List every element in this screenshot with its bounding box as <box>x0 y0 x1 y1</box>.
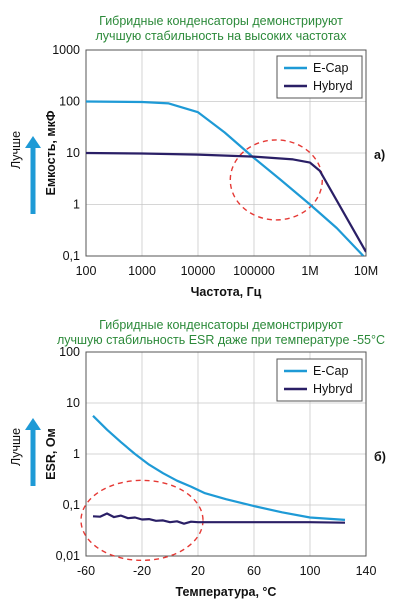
y-axis-label: ESR, Ом <box>44 428 58 480</box>
y-tick-label: 0,1 <box>63 249 80 263</box>
chart-panel-2: Гибридные конденсаторы демонстрируют лучш… <box>9 318 386 599</box>
better-arrowhead-icon <box>25 136 41 148</box>
x-tick-label: 140 <box>356 564 377 578</box>
series-line-hybryd <box>86 151 366 253</box>
x-tick-label: 10M <box>354 264 378 278</box>
better-arrowhead-icon <box>25 418 41 430</box>
y-tick-label: 1 <box>73 198 80 212</box>
panel-label: б) <box>374 450 386 464</box>
y-tick-label: 0,1 <box>63 498 80 512</box>
legend-label: E-Cap <box>313 61 348 75</box>
y-tick-label: 10 <box>66 146 80 160</box>
legend-box <box>276 358 363 402</box>
y-axis-label: Емкость, мкФ <box>44 110 58 195</box>
y-tick-label: 10 <box>66 396 80 410</box>
panel-label: а) <box>374 148 385 162</box>
y-tick-label: 100 <box>59 95 80 109</box>
y-tick-label: 1000 <box>52 43 80 57</box>
x-tick-label: 100 <box>76 264 97 278</box>
x-tick-label: 20 <box>191 564 205 578</box>
y-tick-label: 0,01 <box>56 549 80 563</box>
legend-box <box>276 55 363 99</box>
highlight-ellipse <box>80 479 204 562</box>
x-tick-label: 60 <box>247 564 261 578</box>
x-tick-label: 1M <box>301 264 318 278</box>
legend-label: E-Cap <box>313 364 348 378</box>
chart-title: Гибридные конденсаторы демонстрируют лучш… <box>57 318 385 347</box>
x-tick-label: -60 <box>77 564 95 578</box>
better-label: Лучше <box>9 428 23 466</box>
x-tick-label: -20 <box>133 564 151 578</box>
y-tick-label: 1 <box>73 447 80 461</box>
y-tick-label: 100 <box>59 345 80 359</box>
series-line-e-cap <box>92 415 346 521</box>
x-axis-label: Температура, °C <box>176 585 277 599</box>
series-line-hybryd <box>92 512 346 525</box>
legend: E-Cap Hybryd <box>276 358 363 402</box>
highlight-ellipse <box>229 139 323 221</box>
x-tick-label: 100 <box>300 564 321 578</box>
x-tick-label: 1000 <box>128 264 156 278</box>
series-line-e-cap <box>86 100 365 256</box>
legend: E-Cap Hybryd <box>276 55 363 99</box>
x-tick-label: 100000 <box>233 264 275 278</box>
x-tick-label: 10000 <box>181 264 216 278</box>
plot-frame <box>85 351 367 557</box>
better-label: Лучше <box>9 131 23 169</box>
chart-title: Гибридные конденсаторы демонстрируют лучш… <box>96 14 348 43</box>
legend-label: Hybryd <box>313 382 353 396</box>
chart-panel-1: Гибридные конденсаторы демонстрируют лучш… <box>9 14 385 299</box>
legend-label: Hybryd <box>313 79 353 93</box>
x-axis-label: Частота, Гц <box>191 285 262 299</box>
